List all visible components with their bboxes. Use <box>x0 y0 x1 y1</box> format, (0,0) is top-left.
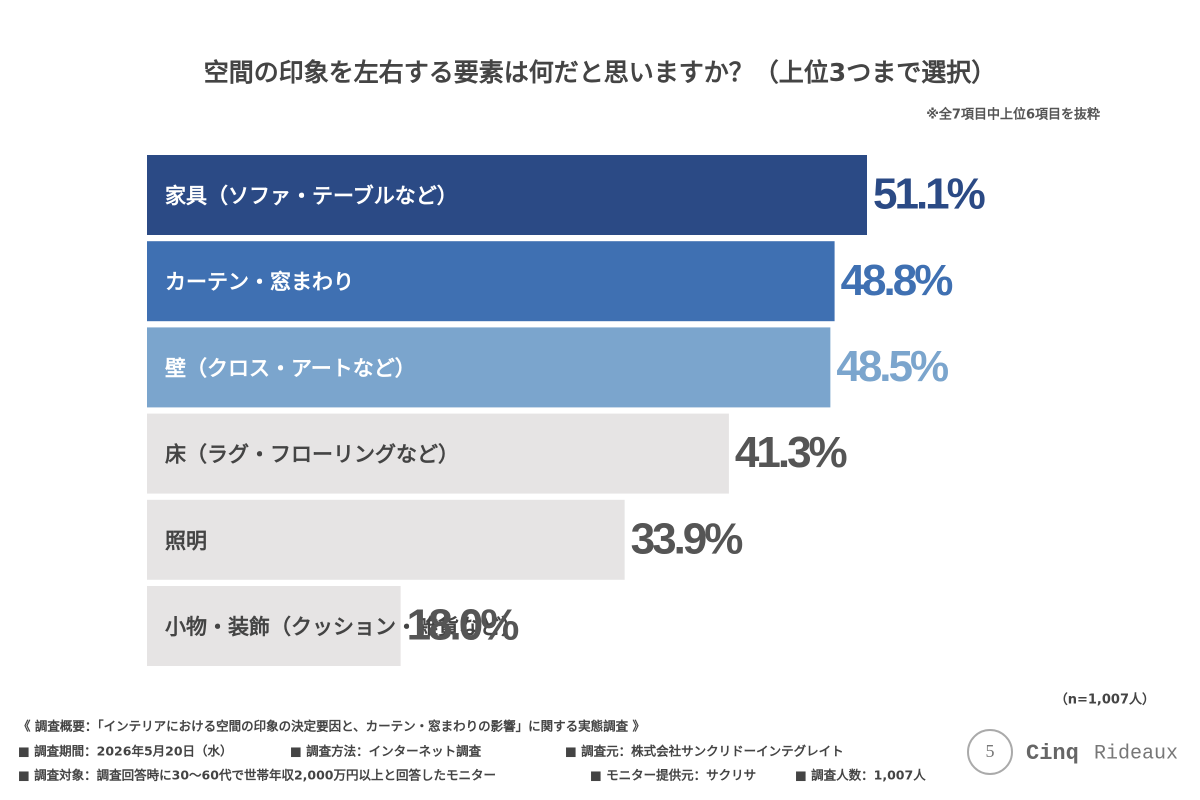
category-label: 小物・装飾（クッション・雑貨など） <box>165 615 522 639</box>
sample-note: （n=1,007人） <box>1055 692 1155 708</box>
bar <box>147 586 401 666</box>
logo-badge <box>967 729 1013 775</box>
value-label: 48.8% <box>841 256 953 305</box>
category-label: 家具（ソファ・テーブルなど） <box>165 184 458 208</box>
footer-heading: 《 調査概要：「インテリアにおける空間の印象の決定要因と、カーテン・窓まわりの影… <box>18 719 645 734</box>
bar <box>147 155 867 235</box>
footer-item: ■ 調査期間：2026年5月20日（水） <box>18 744 233 759</box>
value-label: 41.3% <box>735 428 847 477</box>
value-label: 48.5% <box>836 342 948 391</box>
category-label: 壁（クロス・アートなど） <box>165 356 416 380</box>
category-label: 照明 <box>165 529 207 553</box>
category-label: カーテン・窓まわり <box>165 270 354 294</box>
footer-item: ■ 調査元：株式会社サンクリドーインテグレイト <box>565 744 844 759</box>
footer-item: ■ 調査方法：インターネット調査 <box>290 744 482 759</box>
bar <box>147 327 831 408</box>
value-label: 18.0% <box>407 601 519 650</box>
category-label: 床（ラグ・フローリングなど） <box>165 443 459 467</box>
bar <box>147 413 729 494</box>
bar <box>147 241 835 322</box>
value-label: 33.9% <box>631 514 743 563</box>
value-label: 51.1% <box>873 170 985 219</box>
logo-name: Cinq <box>1026 741 1079 766</box>
chart-title: 空間の印象を左右する要素は何だと思いますか？（上位3つまで選択） <box>204 58 996 87</box>
bar <box>147 499 625 580</box>
footer-item: ■ モニター提供元：サクリサ <box>590 768 756 783</box>
logo-badge-text: 5 <box>986 741 995 761</box>
footer-item: ■ 調査人数：1,007人 <box>795 768 926 783</box>
subtitle: ※全7項目中上位6項目を抜粋 <box>926 107 1100 123</box>
logo-name: Rideaux <box>1094 742 1178 765</box>
footer-item: ■ 調査対象：調査回答時に30〜60代で世帯年収2,000万円以上と回答したモニ… <box>18 768 496 783</box>
logo: 5 Cinq Rideaux <box>967 729 1178 775</box>
